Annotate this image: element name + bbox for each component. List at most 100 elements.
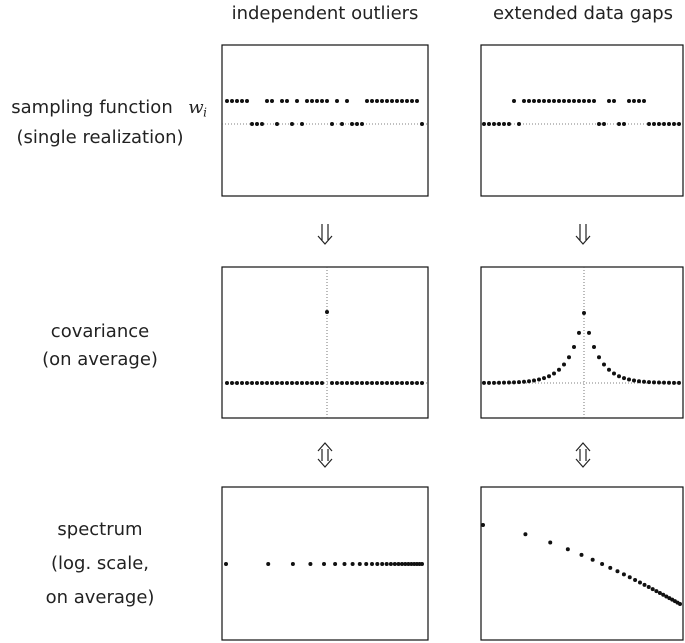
- dot: [592, 99, 596, 103]
- dot: [523, 532, 528, 537]
- dot: [388, 562, 393, 566]
- dot: [380, 562, 385, 566]
- dot: [527, 99, 531, 103]
- dot: [280, 99, 284, 103]
- dot: [552, 99, 556, 103]
- dot: [622, 122, 626, 126]
- dot: [415, 381, 419, 385]
- panel: [480, 486, 684, 641]
- double-arrow-updown: [317, 442, 591, 468]
- dot: [308, 562, 313, 566]
- dot: [340, 122, 344, 126]
- dot: [481, 523, 485, 527]
- dot: [340, 381, 344, 385]
- dot: [587, 330, 591, 335]
- dot: [245, 381, 249, 385]
- dot: [522, 99, 526, 103]
- dot: [235, 99, 239, 103]
- math-symbol: w: [188, 97, 204, 118]
- dot: [607, 99, 611, 103]
- row-label: (log. scale,: [51, 553, 149, 574]
- double-arrow-down: [317, 224, 591, 245]
- dot: [654, 589, 659, 594]
- dot: [579, 552, 584, 557]
- dot: [672, 380, 676, 385]
- dot: [647, 122, 651, 126]
- dot: [677, 380, 681, 385]
- dot: [617, 374, 621, 379]
- dot: [350, 122, 354, 126]
- dot: [420, 122, 424, 126]
- dot: [661, 592, 666, 597]
- dot: [622, 376, 626, 381]
- dot: [395, 381, 399, 385]
- dot: [632, 99, 636, 103]
- dot: [320, 381, 324, 385]
- dot: [637, 580, 642, 585]
- dot: [547, 99, 551, 103]
- dot: [250, 381, 254, 385]
- dot: [260, 122, 264, 126]
- dot: [597, 355, 601, 360]
- dot: [590, 557, 595, 562]
- dot: [320, 99, 324, 103]
- dot: [572, 345, 576, 350]
- dot: [612, 99, 616, 103]
- dot: [335, 381, 339, 385]
- dot: [512, 99, 516, 103]
- dot: [290, 562, 295, 566]
- dot: [542, 99, 546, 103]
- dot: [365, 381, 369, 385]
- dot: [497, 122, 501, 126]
- dot: [345, 381, 349, 385]
- dot: [365, 99, 369, 103]
- dot: [305, 381, 309, 385]
- dot: [380, 381, 384, 385]
- dot: [225, 381, 229, 385]
- dot: [482, 380, 486, 385]
- dot: [380, 99, 384, 103]
- dot: [265, 99, 269, 103]
- dot: [285, 99, 289, 103]
- dot: [627, 575, 632, 580]
- panel: [221, 486, 429, 641]
- dot: [562, 99, 566, 103]
- dot: [492, 380, 496, 385]
- dot: [230, 381, 234, 385]
- dot: [657, 122, 661, 126]
- dot: [235, 381, 239, 385]
- dot: [396, 562, 401, 566]
- dot: [315, 99, 319, 103]
- row-label: sampling function: [11, 97, 172, 118]
- dot: [672, 122, 676, 126]
- dot: [522, 379, 526, 384]
- dot: [395, 99, 399, 103]
- dot: [420, 562, 424, 566]
- dot: [370, 381, 374, 385]
- dot: [557, 99, 561, 103]
- dot: [532, 99, 536, 103]
- dot: [403, 562, 408, 566]
- dot: [399, 562, 404, 566]
- dot: [300, 122, 304, 126]
- dot: [255, 122, 259, 126]
- dot: [275, 122, 279, 126]
- dot: [642, 582, 647, 587]
- dot: [240, 381, 244, 385]
- dot: [322, 562, 326, 566]
- dot: [582, 99, 586, 103]
- dot: [266, 562, 271, 566]
- dot: [627, 377, 631, 382]
- dot: [507, 122, 511, 126]
- dot: [602, 362, 606, 367]
- dot: [647, 380, 651, 385]
- dot: [224, 562, 228, 566]
- dot: [657, 380, 661, 385]
- dot: [548, 540, 553, 545]
- dot: [245, 99, 249, 103]
- dot: [357, 562, 362, 566]
- dot: [410, 99, 414, 103]
- dot: [512, 380, 516, 385]
- dot: [265, 381, 269, 385]
- dot: [333, 562, 338, 566]
